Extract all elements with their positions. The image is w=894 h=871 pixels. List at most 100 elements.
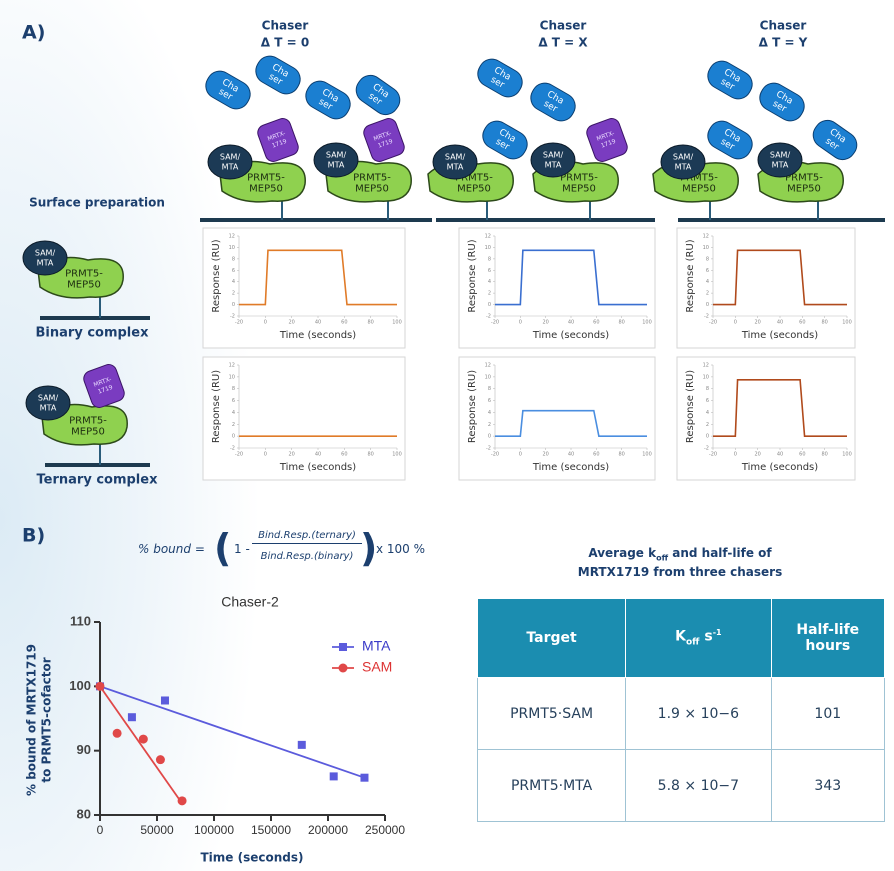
header-line: hours xyxy=(805,638,851,654)
sam-mta: SAM/MTA xyxy=(432,144,478,180)
column-delta: Δ T = Y xyxy=(759,36,808,50)
cell: 343 xyxy=(770,749,886,822)
y-tick-label: 110 xyxy=(70,613,91,628)
x-tick-label: 20 xyxy=(288,320,294,326)
chaser: Chaser xyxy=(477,58,523,98)
y-tick-label: 8 xyxy=(706,256,709,262)
y-tick-label: 6 xyxy=(232,398,235,404)
protein-label: MTA xyxy=(772,161,789,170)
column-delta: Δ T = 0 xyxy=(261,36,309,50)
chaser: Chaser xyxy=(305,80,351,120)
y-tick-label: 10 xyxy=(229,245,235,251)
response-curve xyxy=(495,409,647,437)
table: Target Koff s-1 Half-life hours PRMT5·SAM… xyxy=(476,598,886,822)
x-tick-label: 60 xyxy=(799,452,805,458)
y-tick-label: 0 xyxy=(488,434,491,440)
protein-shape xyxy=(305,80,351,120)
x-tick-label: 100 xyxy=(392,320,402,326)
y-tick-label: 6 xyxy=(232,268,235,274)
x-tick-label: 40 xyxy=(777,452,783,458)
x-tick-label: -20 xyxy=(491,452,499,458)
y-tick-label: 10 xyxy=(703,245,709,251)
point xyxy=(297,740,306,749)
protein-label: PRMT5- xyxy=(785,173,823,184)
protein-label: MTA xyxy=(675,163,692,172)
x-tick-label: 0 xyxy=(264,320,267,326)
mrtx1719: MRTX-1719 xyxy=(257,118,299,162)
unit-sup: -1 xyxy=(712,628,722,638)
x-tick-label: 80 xyxy=(367,452,373,458)
point xyxy=(112,728,122,738)
y-axis-label: % bound of MRTX1719 xyxy=(25,644,39,796)
mrtx1719: MRTX-1719 xyxy=(363,118,405,162)
protein-shape xyxy=(477,58,523,98)
y-tick-label: 0 xyxy=(706,302,709,308)
eq-denominator: Bind.Resp.(binary) xyxy=(260,551,354,562)
point xyxy=(360,773,369,782)
x-tick-label: -20 xyxy=(709,452,717,458)
y-tick-label: -2 xyxy=(230,446,235,452)
x-tick-label: 200000 xyxy=(308,823,348,837)
protein-shape xyxy=(207,144,253,180)
x-tick-label: 20 xyxy=(542,452,548,458)
protein-label: 1719 xyxy=(377,138,394,150)
header-line: Half-life xyxy=(796,622,860,638)
y-tick-label: 2 xyxy=(488,422,491,428)
protein-label: MEP50 xyxy=(682,184,716,195)
protein-label: PRMT5- xyxy=(247,173,285,184)
eq-numerator: Bind.Resp.(ternary) xyxy=(252,530,362,544)
fit-line xyxy=(99,685,183,804)
chaser: Chaser xyxy=(812,119,858,161)
y-tick-label: 12 xyxy=(703,363,709,369)
x-tick-label: 250000 xyxy=(365,823,405,837)
x-tick-label: 150000 xyxy=(251,823,291,837)
point xyxy=(155,755,165,765)
sam-mta: SAM/MTA xyxy=(530,142,576,178)
sam-mta: SAM/MTA xyxy=(660,144,706,180)
y-axis-label: Response (RU) xyxy=(211,239,222,312)
y-tick-label: 10 xyxy=(485,374,491,380)
protein-label: 1719 xyxy=(97,384,114,396)
protein-label: SAM/ xyxy=(673,153,694,162)
y-tick-label: 10 xyxy=(485,245,491,251)
protein-shape xyxy=(660,144,706,180)
chaser: Chaser xyxy=(205,70,251,110)
protein-label: PRMT5- xyxy=(680,173,718,184)
row: PRMT5·SAM 1.9 × 10−6 101 xyxy=(476,677,886,750)
y-tick-label: 4 xyxy=(488,410,491,416)
protein-label: MEP50 xyxy=(67,280,101,291)
protein-label: MEP50 xyxy=(787,184,821,195)
chaser: Chaser xyxy=(707,120,753,160)
table-title: Average koff and half-life of MRTX1719 f… xyxy=(520,546,840,580)
protein-label: PRMT5- xyxy=(455,173,493,184)
x-tick-label: 60 xyxy=(593,452,599,458)
header-cell: Half-life hours xyxy=(770,598,886,678)
x-tick-label: 40 xyxy=(568,452,574,458)
legend-marker xyxy=(339,643,347,651)
sam-mta: SAM/MTA xyxy=(313,142,359,178)
protein-shape xyxy=(255,55,301,95)
protein-label: MTA xyxy=(40,404,57,413)
protein-shape xyxy=(257,118,299,162)
legend-label: MTA xyxy=(362,638,391,654)
x-tick-label: 0 xyxy=(97,823,104,837)
k-sub: off xyxy=(685,637,700,648)
y-tick-label: -2 xyxy=(230,314,235,320)
protein-shape xyxy=(432,144,478,180)
response-curve xyxy=(713,249,847,306)
x-axis-label: Time (seconds) xyxy=(279,462,356,473)
y-tick-label: 12 xyxy=(229,234,235,240)
point xyxy=(177,796,187,806)
cell: PRMT5·SAM xyxy=(476,677,627,750)
protein-label: PRMT5- xyxy=(353,173,391,184)
protein-label: SAM/ xyxy=(35,249,56,258)
y-tick-label: 4 xyxy=(232,410,235,416)
protein-label: PRMT5- xyxy=(69,416,107,427)
protein-shape xyxy=(759,82,805,122)
y-tick-label: 0 xyxy=(488,302,491,308)
title-text: MRTX1719 from three chasers xyxy=(577,565,783,580)
cell: 5.8 × 10−7 xyxy=(625,749,772,822)
y-tick-label: 0 xyxy=(232,302,235,308)
mrtx1719: MRTX-1719 xyxy=(586,118,628,162)
